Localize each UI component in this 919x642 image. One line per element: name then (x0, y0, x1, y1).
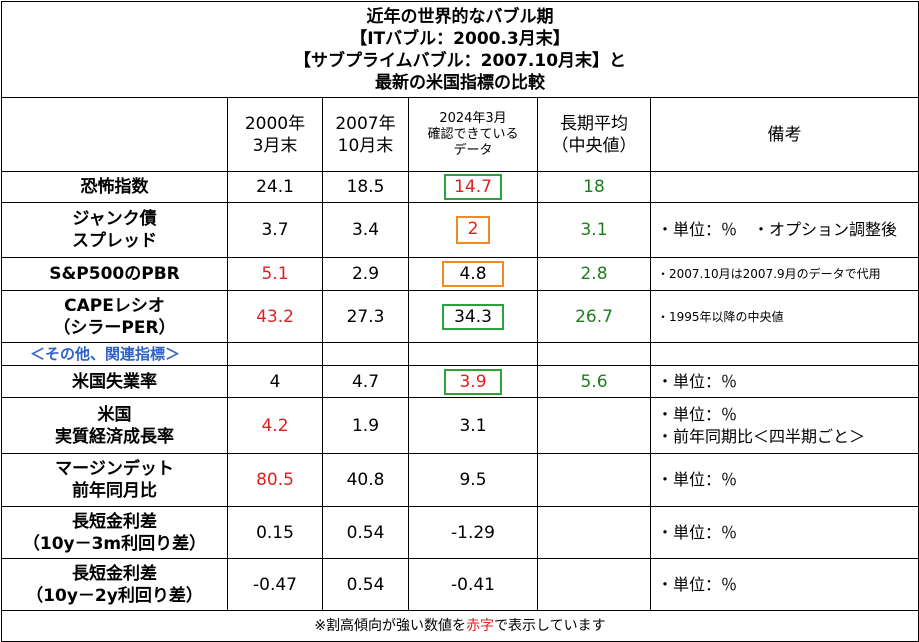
row-label: 米国失業率 (1, 365, 228, 398)
row-note: ・単位：％ (650, 365, 919, 398)
row-label: CAPEレシオ （シラーPER） (1, 290, 228, 343)
highlight-box: 2 (456, 216, 490, 244)
title-line-3: 【サブプライムバブル：2007.10月末】と (293, 50, 627, 71)
value-2024: -1.29 (408, 506, 538, 559)
row-note (650, 171, 919, 203)
value-2000: 0.15 (227, 506, 323, 559)
value-2000: 43.2 (227, 290, 323, 343)
value-2000: 5.1 (227, 257, 323, 291)
table-row: ジャンク債 スプレッド 3.7 3.4 2 3.1 ・単位：％ ・オプション調整… (1, 202, 919, 258)
footer-note: ※割高傾向が強い数値を赤字で表示しています (1, 610, 919, 642)
table-row: CAPEレシオ （シラーPER） 43.2 27.3 34.3 26.7 ・19… (1, 290, 919, 343)
value-2024: 2 (408, 202, 538, 258)
value-2024: 14.7 (408, 171, 538, 203)
row-note: ・単位：％ (650, 453, 919, 507)
value-2000: 4 (227, 365, 323, 398)
value-2024: -0.41 (408, 558, 538, 611)
row-label: 恐怖指数 (1, 171, 228, 203)
value-longterm (537, 506, 651, 559)
table-row: 恐怖指数 24.1 18.5 14.7 18 (1, 171, 919, 203)
value-2007: 18.5 (322, 171, 409, 203)
value-2007: 0.54 (322, 558, 409, 611)
value-longterm: 18 (537, 171, 651, 203)
row-label: S&P500のPBR (1, 257, 228, 291)
row-note: ・単位：％ ・前年同期比＜四半期ごと＞ (650, 397, 919, 454)
header-row: 2000年 3月末 2007年 10月末 2024年3月 確認できている データ… (1, 97, 919, 172)
value-2007: 3.4 (322, 202, 409, 258)
highlight-box: 3.9 (444, 368, 502, 395)
section-row: ＜その他、関連指標＞ (1, 342, 919, 366)
table-row: 米国 実質経済成長率 4.2 1.9 3.1 ・単位：％ ・前年同期比＜四半期ご… (1, 397, 919, 454)
value-longterm: 3.1 (537, 202, 651, 258)
header-2007: 2007年 10月末 (322, 97, 409, 172)
row-note: ・単位：％ ・オプション調整後 (650, 202, 919, 258)
table-row: 長短金利差 （10y－3m利回り差） 0.15 0.54 -1.29 ・単位：％ (1, 506, 919, 559)
table-row: マージンデット 前年同月比 80.5 40.8 9.5 ・単位：％ (1, 453, 919, 507)
footer-row: ※割高傾向が強い数値を赤字で表示しています (1, 610, 919, 642)
value-2007: 40.8 (322, 453, 409, 507)
value-2024: 9.5 (408, 453, 538, 507)
value-longterm: 26.7 (537, 290, 651, 343)
value-2024: 4.8 (408, 257, 538, 291)
value-longterm (537, 453, 651, 507)
value-2007: 1.9 (322, 397, 409, 454)
value-2000: 3.7 (227, 202, 323, 258)
row-note: ・1995年以降の中央値 (650, 290, 919, 343)
table-title: 近年の世界的なバブル期 【ITバブル：2000.3月末】 【サブプライムバブル：… (1, 1, 919, 98)
value-2000: 24.1 (227, 171, 323, 203)
value-longterm (537, 558, 651, 611)
value-longterm (537, 397, 651, 454)
value-2024: 34.3 (408, 290, 538, 343)
value-2024: 3.9 (408, 365, 538, 398)
row-label: 長短金利差 （10y－3m利回り差） (1, 506, 228, 559)
highlight-box: 4.8 (442, 261, 504, 287)
header-longterm: 長期平均 （中央値） (537, 97, 651, 172)
table-row: S&P500のPBR 5.1 2.9 4.8 2.8 ・2007.10月は200… (1, 257, 919, 291)
table-row: 米国失業率 4 4.7 3.9 5.6 ・単位：％ (1, 365, 919, 398)
value-longterm: 5.6 (537, 365, 651, 398)
row-label: マージンデット 前年同月比 (1, 453, 228, 507)
title-line-4: 最新の米国指標の比較 (375, 72, 545, 93)
header-notes: 備考 (650, 97, 919, 172)
section-label: ＜その他、関連指標＞ (1, 342, 228, 366)
value-2024: 3.1 (408, 397, 538, 454)
row-note: ・単位：％ (650, 506, 919, 559)
table-row: 長短金利差 （10y－2y利回り差） -0.47 0.54 -0.41 ・単位：… (1, 558, 919, 611)
header-2024: 2024年3月 確認できている データ (408, 97, 538, 172)
title-line-1: 近年の世界的なバブル期 (366, 6, 554, 27)
title-row: 近年の世界的なバブル期 【ITバブル：2000.3月末】 【サブプライムバブル：… (1, 1, 919, 98)
value-longterm: 2.8 (537, 257, 651, 291)
row-label: 米国 実質経済成長率 (1, 397, 228, 454)
value-2007: 0.54 (322, 506, 409, 559)
footer-red-word: 赤字 (466, 618, 495, 634)
row-label: ジャンク債 スプレッド (1, 202, 228, 258)
header-blank (1, 97, 228, 172)
row-note: ・2007.10月は2007.9月のデータで代用 (650, 257, 919, 291)
value-2000: -0.47 (227, 558, 323, 611)
row-label: 長短金利差 （10y－2y利回り差） (1, 558, 228, 611)
value-2000: 4.2 (227, 397, 323, 454)
row-note: ・単位：％ (650, 558, 919, 611)
highlight-box: 14.7 (444, 174, 502, 200)
value-2007: 27.3 (322, 290, 409, 343)
header-2000: 2000年 3月末 (227, 97, 323, 172)
highlight-box: 34.3 (442, 303, 504, 330)
value-2007: 2.9 (322, 257, 409, 291)
value-2007: 4.7 (322, 365, 409, 398)
value-2000: 80.5 (227, 453, 323, 507)
title-line-2: 【ITバブル：2000.3月末】 (350, 28, 570, 49)
